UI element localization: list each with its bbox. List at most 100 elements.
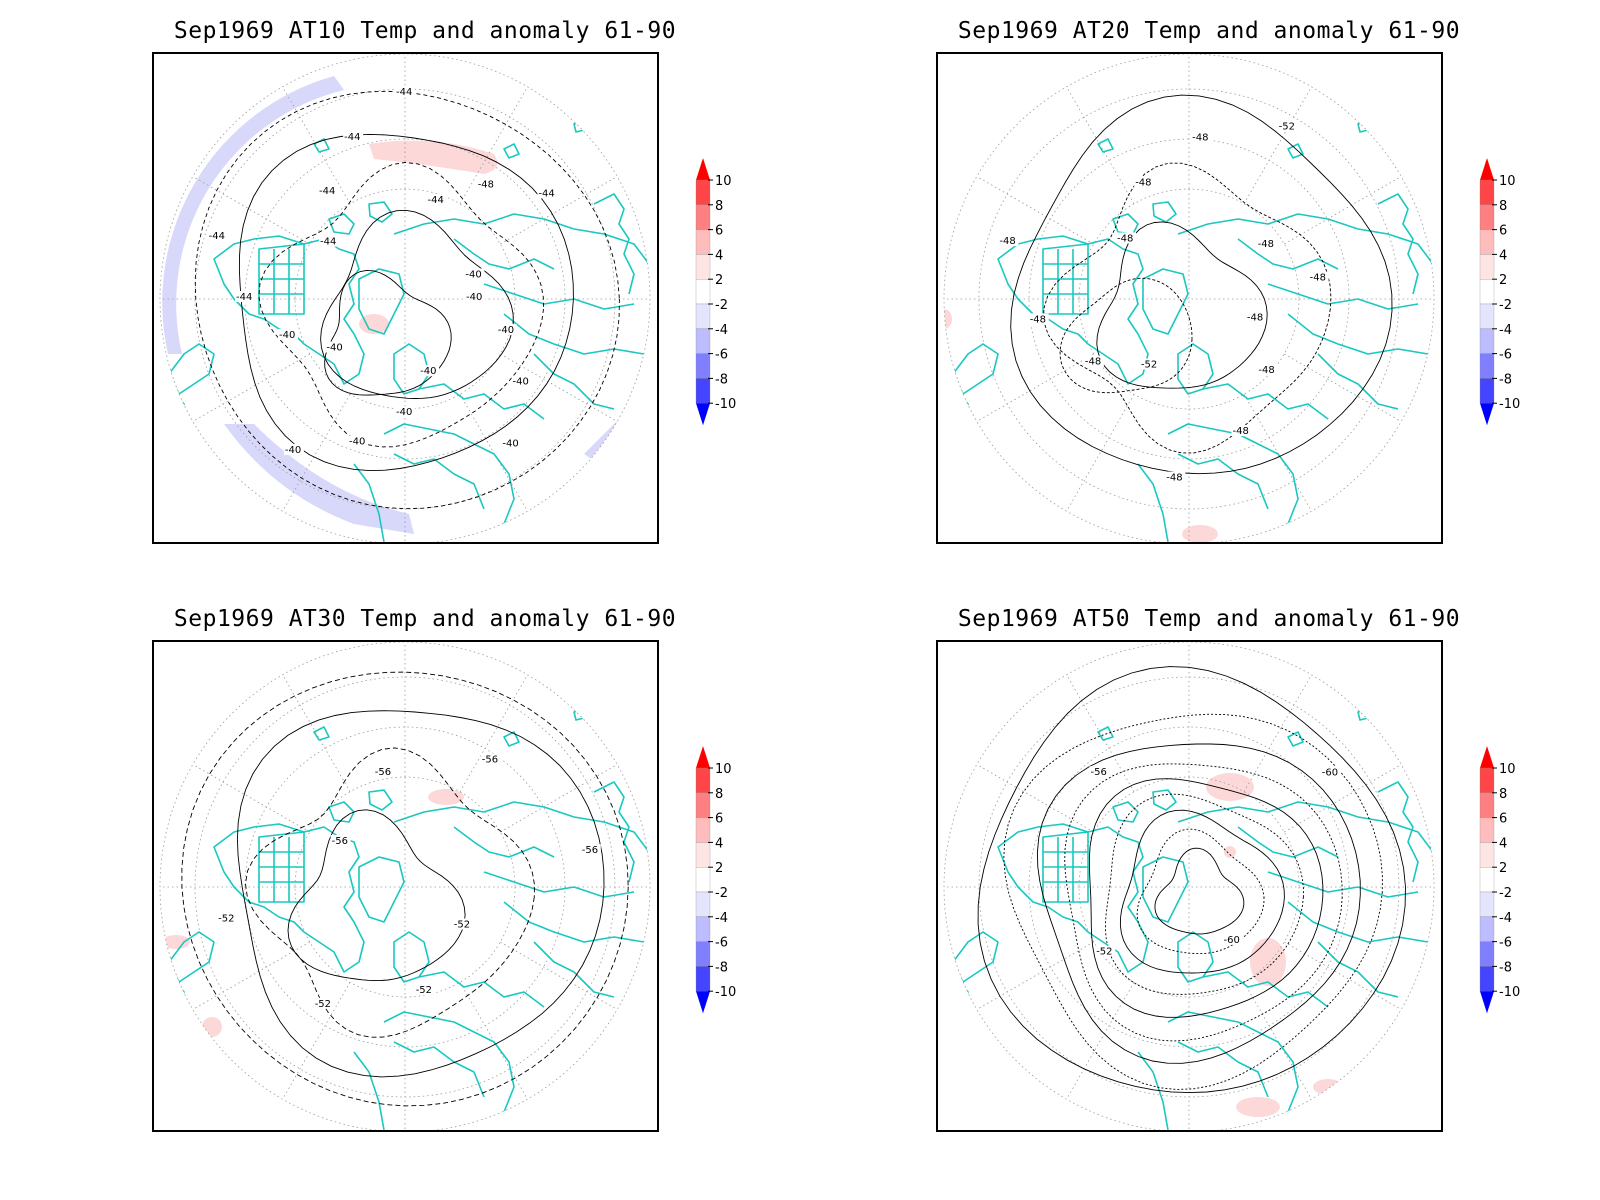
- coastline: [1202, 383, 1329, 420]
- longitude-line: [1066, 982, 1135, 1100]
- contour-label-bg: [207, 230, 228, 242]
- coastline: [259, 249, 304, 314]
- longitude-line: [976, 353, 1094, 422]
- anomaly-negative: [224, 424, 414, 534]
- colorbar-label: -10: [1499, 397, 1520, 412]
- longitude-line: [282, 86, 351, 204]
- contour-label-bg: [580, 844, 601, 856]
- coastline: [1142, 856, 1189, 923]
- contour-label: -56: [332, 836, 348, 847]
- contour-label: -48: [1258, 365, 1274, 376]
- coastline: [1287, 313, 1429, 355]
- map-svg: -60 -52 -56 -60: [943, 642, 1435, 1130]
- contour-label: -60: [1224, 935, 1240, 946]
- colorbar-label: 8: [1499, 199, 1507, 214]
- coastline: [623, 746, 645, 768]
- contour-line: [1154, 847, 1245, 935]
- contour-label-bg: [414, 984, 435, 996]
- colorbar-label: 4: [1499, 248, 1507, 263]
- colorbar-swatch: [695, 842, 711, 868]
- coastline: [1177, 343, 1214, 395]
- colorbar-arrow-bottom: [1480, 403, 1494, 426]
- contour-label: -52: [1141, 360, 1157, 371]
- contour-label: -48: [1135, 178, 1151, 189]
- contour-label-bg: [1134, 176, 1155, 188]
- colorbar-label: -2: [1499, 886, 1512, 901]
- coastline: [213, 235, 365, 385]
- colorbar-swatch: [1479, 303, 1495, 329]
- contour-line: [1119, 809, 1285, 974]
- colorbar-label: 8: [715, 787, 723, 802]
- coastline: [1152, 201, 1177, 223]
- colorbar-swatch: [695, 378, 711, 404]
- colorbar-swatch: [695, 867, 711, 893]
- colorbar-label: -6: [715, 936, 728, 951]
- longitude-line: [976, 176, 1094, 245]
- colorbar-svg: 10 8 6 4 2 -2 -4 -6 -8 -10: [1479, 746, 1520, 1014]
- coastline: [1357, 709, 1369, 721]
- anomaly-positive: [1224, 846, 1236, 858]
- colorbar-arrow-top: [1480, 158, 1494, 180]
- contour-label-bg: [283, 443, 304, 455]
- colorbar: 10 8 6 4 2 -2 -4 -6 -8 -10: [690, 158, 790, 448]
- contour-label: -48: [1117, 234, 1133, 245]
- colorbar-swatch: [695, 817, 711, 843]
- contour-label-bg: [465, 291, 485, 302]
- contour-label: -44: [319, 186, 335, 197]
- longitude-line: [500, 941, 618, 1010]
- colorbar-label: 6: [1499, 812, 1507, 827]
- colorbar-label: -2: [1499, 298, 1512, 313]
- colorbar-label: 2: [1499, 861, 1507, 876]
- anomaly-positive: [359, 314, 389, 334]
- contour-label: -52: [315, 999, 331, 1010]
- contour-line: [324, 269, 452, 396]
- colorbar-swatch: [1479, 767, 1495, 793]
- coastline: [393, 1041, 485, 1098]
- coastline: [328, 801, 355, 823]
- colorbar-swatch: [695, 204, 711, 230]
- coastline: [163, 971, 195, 1063]
- coastline: [1267, 283, 1419, 310]
- contour-label-bg: [998, 235, 1019, 247]
- coastline: [1407, 158, 1429, 180]
- anomaly-positive: [369, 140, 498, 174]
- coastline: [368, 789, 393, 811]
- polar-map: -48 -48 -48 -48 -52 -48 -48 -48 -48 -48 -48 -52 -48 -…: [936, 52, 1443, 544]
- anomaly-negative: [584, 414, 634, 464]
- contour-label-bg: [330, 835, 351, 846]
- colorbar-label: 2: [1499, 273, 1507, 288]
- anomaly-positive: [202, 1017, 222, 1037]
- contour-line: [245, 747, 535, 1038]
- colorbar-arrow-top: [1480, 746, 1494, 768]
- contour-label: -56: [375, 767, 391, 778]
- longitude-line: [192, 764, 310, 833]
- coastline: [1377, 193, 1419, 295]
- longitude-line: [1284, 353, 1402, 422]
- panel-at10: Sep1969 AT10 Temp and anomaly 61-90 -40-…: [145, 18, 905, 578]
- anomaly-positive: [1182, 525, 1218, 542]
- contour-label: -52: [454, 920, 470, 931]
- contour-label: -44: [396, 87, 412, 98]
- colorbar-svg: 10 8 6 4 2 -2 -4 -6 -8 -10: [1479, 158, 1520, 426]
- colorbar-arrow-top: [696, 158, 710, 180]
- longitude-line: [976, 941, 1094, 1010]
- contour-line: [1096, 221, 1268, 389]
- coastline: [383, 1011, 515, 1130]
- colorbar-label: 8: [715, 199, 723, 214]
- colorbar-label: 10: [715, 174, 732, 189]
- coastline: [1317, 353, 1399, 410]
- contour-label: -48: [999, 236, 1015, 247]
- coastline: [1202, 971, 1329, 1008]
- contour-label: -48: [1085, 357, 1101, 368]
- coastline: [368, 201, 393, 223]
- panel-title: Sep1969 AT30 Temp and anomaly 61-90: [173, 606, 677, 632]
- contour-label-bg: [1095, 945, 1116, 957]
- coastline: [1112, 801, 1139, 823]
- colorbar-label: 10: [715, 762, 732, 777]
- colorbar-swatch: [695, 179, 711, 205]
- contour-label-bg: [1257, 363, 1278, 375]
- coastline: [1287, 143, 1304, 159]
- colorbar: 10 8 6 4 2 -2 -4 -6 -8 -10: [1474, 746, 1574, 1036]
- coastline: [393, 931, 430, 983]
- colorbar-label: -4: [1499, 323, 1512, 338]
